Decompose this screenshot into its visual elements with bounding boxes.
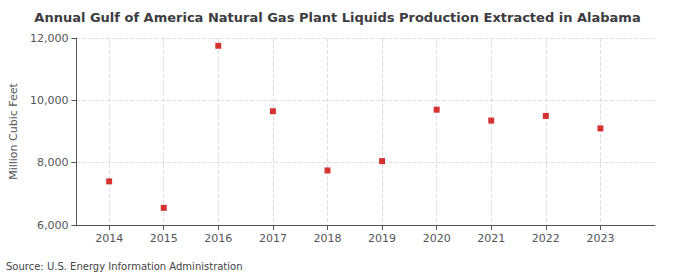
svg-text:6,000: 6,000: [37, 219, 69, 232]
svg-text:Million Cubic Feet: Million Cubic Feet: [7, 82, 20, 179]
svg-text:Source: U.S. Energy Informatio: Source: U.S. Energy Information Administ…: [6, 261, 243, 272]
svg-text:2015: 2015: [150, 232, 178, 245]
svg-text:8,000: 8,000: [37, 156, 69, 169]
svg-text:2023: 2023: [586, 232, 614, 245]
svg-text:2014: 2014: [95, 232, 123, 245]
svg-text:2018: 2018: [313, 232, 341, 245]
svg-text:2016: 2016: [204, 232, 232, 245]
svg-text:2021: 2021: [477, 232, 505, 245]
svg-text:Annual Gulf of America Natural: Annual Gulf of America Natural Gas Plant…: [34, 10, 640, 25]
svg-text:12,000: 12,000: [30, 32, 69, 45]
svg-text:10,000: 10,000: [30, 94, 69, 107]
svg-text:2019: 2019: [368, 232, 396, 245]
svg-text:2017: 2017: [259, 232, 287, 245]
svg-text:2022: 2022: [532, 232, 560, 245]
svg-text:2020: 2020: [423, 232, 451, 245]
